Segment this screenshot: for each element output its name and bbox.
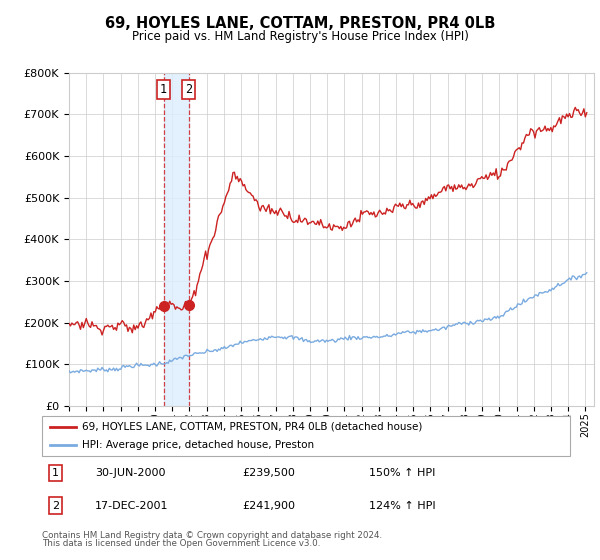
- Text: 1: 1: [52, 468, 59, 478]
- Text: 1: 1: [160, 83, 167, 96]
- Text: £241,900: £241,900: [242, 501, 296, 511]
- Text: 69, HOYLES LANE, COTTAM, PRESTON, PR4 0LB (detached house): 69, HOYLES LANE, COTTAM, PRESTON, PR4 0L…: [82, 422, 422, 432]
- Text: 17-DEC-2001: 17-DEC-2001: [95, 501, 168, 511]
- Text: 124% ↑ HPI: 124% ↑ HPI: [370, 501, 436, 511]
- Text: 30-JUN-2000: 30-JUN-2000: [95, 468, 166, 478]
- Text: 69, HOYLES LANE, COTTAM, PRESTON, PR4 0LB: 69, HOYLES LANE, COTTAM, PRESTON, PR4 0L…: [105, 16, 495, 31]
- Text: This data is licensed under the Open Government Licence v3.0.: This data is licensed under the Open Gov…: [42, 539, 320, 548]
- Text: HPI: Average price, detached house, Preston: HPI: Average price, detached house, Pres…: [82, 440, 314, 450]
- Text: 150% ↑ HPI: 150% ↑ HPI: [370, 468, 436, 478]
- FancyBboxPatch shape: [42, 416, 570, 456]
- Text: 2: 2: [52, 501, 59, 511]
- Text: Contains HM Land Registry data © Crown copyright and database right 2024.: Contains HM Land Registry data © Crown c…: [42, 531, 382, 540]
- Text: Price paid vs. HM Land Registry's House Price Index (HPI): Price paid vs. HM Land Registry's House …: [131, 30, 469, 43]
- Bar: [164, 73, 189, 406]
- Text: 2: 2: [185, 83, 193, 96]
- Text: £239,500: £239,500: [242, 468, 296, 478]
